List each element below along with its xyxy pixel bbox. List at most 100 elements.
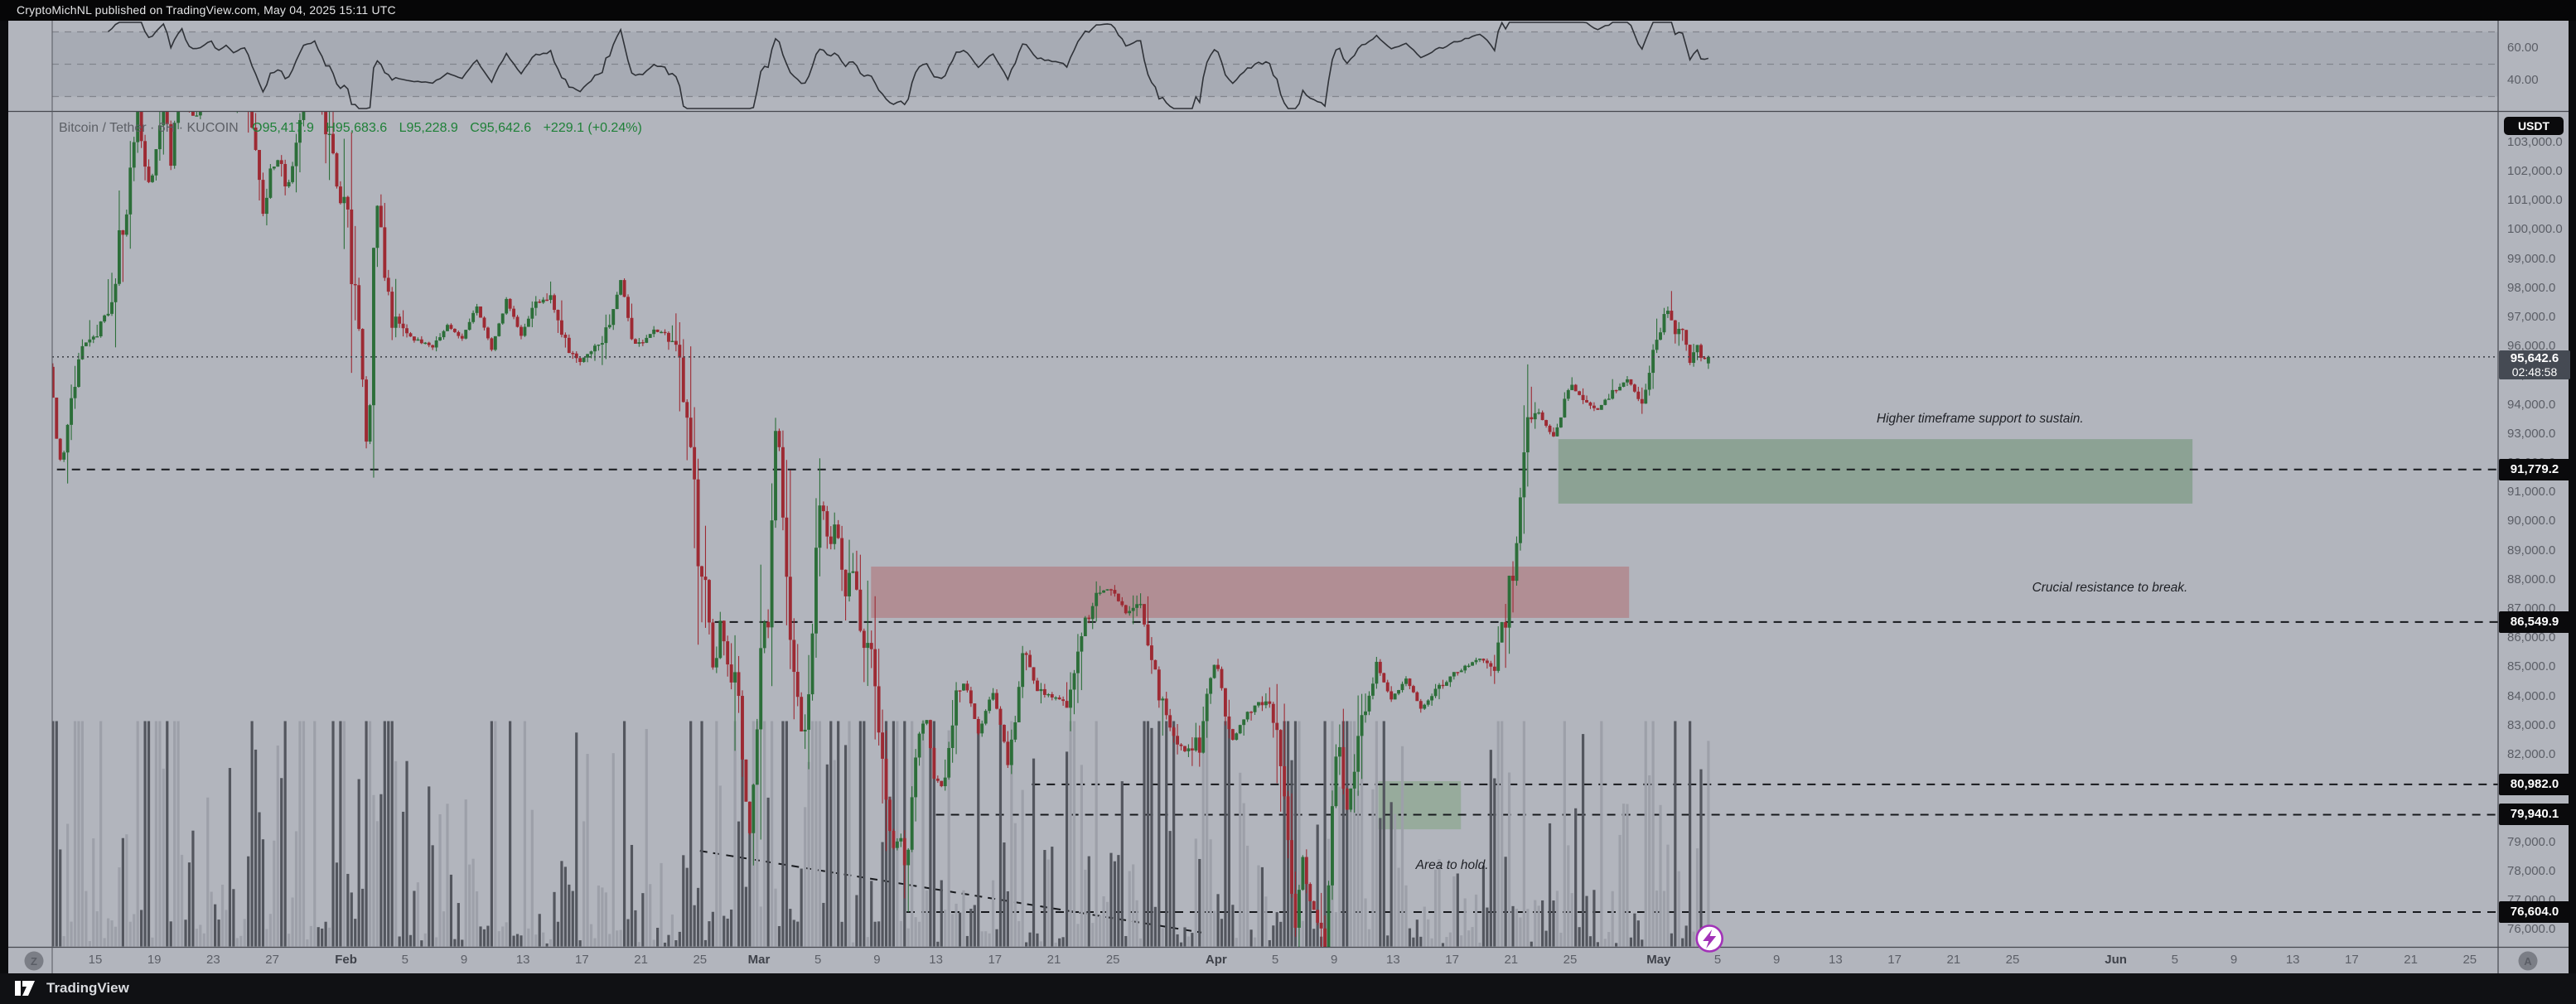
time-tick-label: 25 bbox=[1105, 953, 1120, 967]
timeframe-label[interactable]: 6H bbox=[157, 121, 176, 135]
price-tick-label: 98,000.0 bbox=[2507, 280, 2556, 295]
time-tick-label: 9 bbox=[2230, 953, 2238, 967]
time-tick-label: 23 bbox=[206, 953, 220, 967]
time-tick-label: 21 bbox=[1504, 953, 1519, 967]
time-tick-label: Mar bbox=[747, 953, 771, 967]
time-tick-label: 13 bbox=[2285, 953, 2300, 967]
publisher-avatar[interactable]: A bbox=[2518, 951, 2538, 971]
time-tick-label: 9 bbox=[1773, 953, 1781, 967]
price-tick-label: 102,000.0 bbox=[2507, 164, 2563, 178]
time-tick-label: 17 bbox=[1887, 953, 1902, 967]
current-price-value: 95,642.6 bbox=[2510, 351, 2559, 365]
price-tick-label: 76,000.0 bbox=[2507, 922, 2556, 937]
time-tick-label: 9 bbox=[1331, 953, 1338, 967]
price-tick-label: 101,000.0 bbox=[2507, 193, 2563, 208]
lightning-icon bbox=[1703, 929, 1717, 948]
footer-bar bbox=[0, 973, 2576, 1004]
idea-flash-marker[interactable] bbox=[1695, 924, 1724, 953]
time-tick-label: 13 bbox=[1386, 953, 1400, 967]
chart-annotation: Higher timeframe support to sustain. bbox=[1876, 411, 2084, 426]
time-tick-label: 25 bbox=[693, 953, 708, 967]
price-level-badge: 80,982.0 bbox=[2499, 774, 2570, 795]
price-tick-label: 89,000.0 bbox=[2507, 543, 2556, 558]
price-level-badge: 86,549.9 bbox=[2499, 611, 2570, 633]
price-tick-label: 79,000.0 bbox=[2507, 834, 2556, 849]
ohlc-open: O95,417.9 bbox=[252, 121, 314, 135]
price-tick-label: 78,000.0 bbox=[2507, 863, 2556, 878]
ohlc-change: +229.1 (+0.24%) bbox=[543, 121, 642, 135]
time-tick-label: 5 bbox=[401, 953, 408, 967]
price-tick-label: 100,000.0 bbox=[2507, 222, 2563, 237]
svg-text:A: A bbox=[2524, 955, 2532, 968]
symbol-name[interactable]: Bitcoin / Tether bbox=[59, 121, 147, 135]
time-tick-label: 19 bbox=[147, 953, 162, 967]
chart-annotation: Crucial resistance to break. bbox=[2032, 581, 2188, 596]
svg-text:Z: Z bbox=[31, 955, 37, 968]
price-tick-label: 84,000.0 bbox=[2507, 688, 2556, 703]
price-tick-label: 94,000.0 bbox=[2507, 397, 2556, 412]
symbol-legend[interactable]: Bitcoin / Tether · 6H · KUCOIN O95,417.9… bbox=[59, 121, 642, 136]
rsi-line bbox=[108, 21, 1709, 109]
price-tick-label: 90,000.0 bbox=[2507, 514, 2556, 529]
time-tick-label: 21 bbox=[1046, 953, 1061, 967]
time-tick-label: 9 bbox=[460, 953, 468, 967]
price-level-badge: 91,779.2 bbox=[2499, 459, 2570, 480]
time-tick-label: 13 bbox=[1829, 953, 1843, 967]
time-tick-label: Apr bbox=[1205, 953, 1227, 967]
price-tick-label: 88,000.0 bbox=[2507, 572, 2556, 586]
exchange-label: KUCOIN bbox=[186, 121, 239, 135]
time-tick-label: 21 bbox=[1946, 953, 1961, 967]
time-tick-label: 9 bbox=[873, 953, 881, 967]
time-tick-label: 21 bbox=[634, 953, 648, 967]
price-level-badge: 76,604.0 bbox=[2499, 901, 2570, 923]
bar-countdown: 02:48:58 bbox=[2511, 365, 2558, 379]
price-tick-label: 83,000.0 bbox=[2507, 717, 2556, 732]
current-price-badge: 95,642.6 02:48:58 bbox=[2499, 350, 2570, 379]
candles-layer bbox=[52, 112, 1710, 947]
currency-badge: USDT bbox=[2504, 117, 2564, 135]
time-tick-label: 5 bbox=[1713, 953, 1722, 967]
price-tick-label: 82,000.0 bbox=[2507, 747, 2556, 761]
price-tick-label: 97,000.0 bbox=[2507, 310, 2556, 324]
time-tick-label: May bbox=[1646, 953, 1671, 967]
price-tick-label: 96,000.0 bbox=[2507, 339, 2556, 354]
tradingview-logo[interactable]: TradingView bbox=[15, 978, 129, 998]
time-tick-label: 17 bbox=[2345, 953, 2359, 967]
time-tick-label: 13 bbox=[929, 953, 943, 967]
price-level-badge: 79,940.1 bbox=[2499, 804, 2570, 825]
price-tick-label: 99,000.0 bbox=[2507, 251, 2556, 266]
legend-separator: · bbox=[178, 121, 184, 135]
time-tick-label: 15 bbox=[88, 953, 103, 967]
time-tick-label: 21 bbox=[2404, 953, 2418, 967]
time-tick-label: 25 bbox=[1563, 953, 1578, 967]
support-zone bbox=[1558, 439, 2193, 504]
price-tick-label: 91,000.0 bbox=[2507, 485, 2556, 500]
attribution-text: CryptoMichNL published on TradingView.co… bbox=[17, 3, 396, 17]
rsi-axis-label-40: 40.00 bbox=[2507, 73, 2539, 87]
time-tick-label: 5 bbox=[2171, 953, 2178, 967]
time-tick-label: 25 bbox=[2462, 953, 2477, 967]
ohlc-low: L95,228.9 bbox=[399, 121, 458, 135]
ohlc-close: C95,642.6 bbox=[470, 121, 532, 135]
price-tick-label: 86,000.0 bbox=[2507, 630, 2556, 645]
time-tick-label: 5 bbox=[814, 953, 822, 967]
time-tick-label: 13 bbox=[515, 953, 530, 967]
time-tick-label: 25 bbox=[2005, 953, 2020, 967]
time-tick-label: 5 bbox=[1271, 953, 1279, 967]
price-tick-label: 85,000.0 bbox=[2507, 659, 2556, 674]
resistance-zone bbox=[871, 566, 1630, 618]
price-tick-label: 103,000.0 bbox=[2507, 134, 2563, 149]
rsi-pane bbox=[52, 21, 2498, 109]
tradingview-logo-text: TradingView bbox=[46, 980, 129, 996]
time-tick-label: 17 bbox=[1445, 953, 1459, 967]
chart-annotation: Area to hold. bbox=[1415, 857, 1489, 872]
rsi-axis-label-60: 60.00 bbox=[2507, 41, 2539, 55]
price-tick-label: 93,000.0 bbox=[2507, 426, 2556, 441]
legend-separator: · bbox=[150, 121, 155, 135]
timezone-button[interactable]: Z bbox=[24, 951, 44, 971]
ohlc-high: H95,683.6 bbox=[326, 121, 388, 135]
time-tick-label: Feb bbox=[335, 953, 357, 967]
volume-layer bbox=[52, 721, 1710, 947]
